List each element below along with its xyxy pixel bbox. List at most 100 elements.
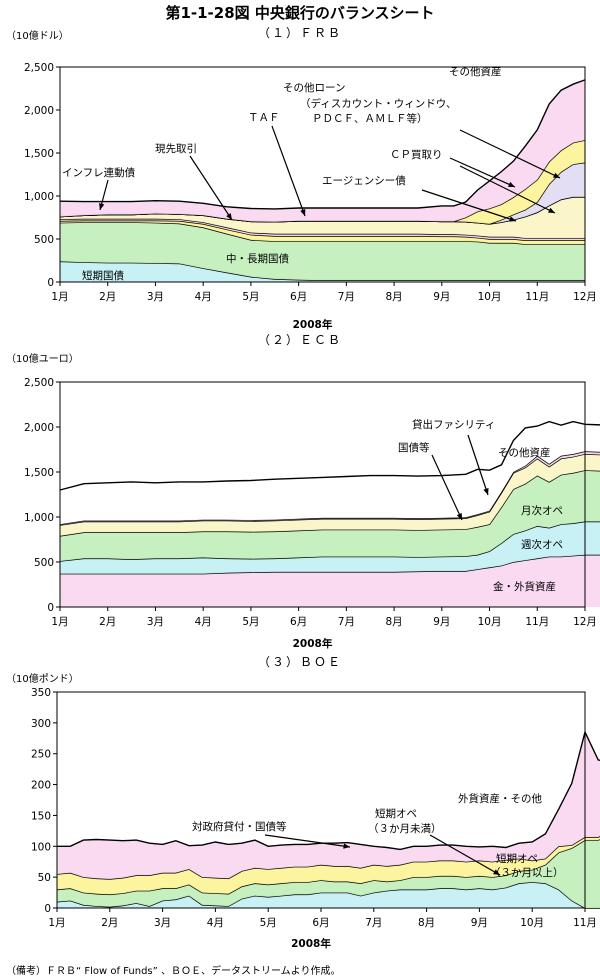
annotation-arrowhead [226, 213, 232, 220]
boe-unit: （10億ポンド） [6, 674, 79, 685]
series-area-segment-5 [60, 421, 600, 525]
annotation-arrowhead [493, 869, 500, 875]
annotation-arrowhead [456, 513, 462, 520]
annotation-arrow [467, 434, 489, 496]
x-tick-label: 9月 [471, 917, 488, 929]
series-area-TAF [60, 196, 585, 239]
annotation-label: 国債等 [398, 441, 430, 454]
annotation-label: ＰＤＣＦ、ＡＭＬＦ等） [312, 112, 428, 125]
annotation-arrow [429, 834, 501, 876]
annotation-arrow [189, 155, 233, 221]
series-line-8 [59, 79, 586, 210]
annotation-label: 短期オペ [496, 852, 538, 865]
x-tick-label: 1月 [51, 291, 68, 303]
annotation-label: 週次オペ [521, 538, 563, 551]
series-area-その他資産 [60, 79, 585, 222]
annotation-label: 月次オペ [521, 504, 563, 517]
annotation-label: その他資産 [449, 65, 502, 78]
annotation-arrowhead [553, 172, 560, 178]
annotation-arrow [264, 834, 351, 848]
x-tick-label: 9月 [433, 616, 450, 628]
frb-unit: （10億ドル） [6, 31, 69, 42]
boe-chart: 0 50 100 150 200 250 300 350 1月 2月 3月 4月 5月 6月 7月 8月 9月 1… [31, 687, 600, 950]
x-tick-label: 5月 [242, 616, 259, 628]
boe-subtitle: （３）ＢＯＥ [257, 655, 342, 669]
x-tick-label: 2月 [99, 291, 116, 303]
x-axis-label: 2008年 [293, 318, 333, 331]
plot-border [59, 381, 586, 608]
plot-border [59, 66, 586, 283]
series-area-短期オペ（３か月未満） [57, 882, 600, 908]
annotation-arrow [421, 189, 517, 222]
x-tick-label: 11月 [525, 291, 549, 303]
annotation-label: 外貨資産・その他 [458, 792, 542, 805]
annotation-arrowhead [508, 181, 515, 187]
y-tick-label: 1,000 [24, 512, 54, 524]
annotation-label: （ディスカウント・ウィンドウ、 [300, 97, 456, 110]
annotation-label: ＣＰ買取り [390, 149, 443, 161]
annotation-label: 中・長期国債 [226, 252, 289, 265]
y-tick-label: 0 [47, 602, 54, 614]
annotation-arrow [431, 454, 463, 521]
annotation-label: 金・外貨資産 [493, 580, 556, 593]
series-area-外貨資産・その他 [57, 732, 600, 879]
y-tick-label: 50 [38, 872, 51, 884]
x-tick-label: 11月 [525, 616, 549, 628]
x-tick-label: 4月 [195, 291, 212, 303]
y-tick-label: 0 [47, 277, 54, 289]
x-tick-label: 6月 [290, 291, 307, 303]
series-area-週次オペ [60, 521, 600, 574]
x-tick-label: 4月 [207, 917, 224, 929]
x-tick-label: 7月 [338, 616, 355, 628]
annotation-arrowhead [343, 843, 350, 849]
x-tick-label: 7月 [365, 917, 382, 929]
series-line-5 [59, 420, 600, 491]
frb-subtitle: （１）ＦＲＢ [257, 26, 342, 40]
annotation-label: 現先取引 [155, 142, 197, 155]
x-tick-label: 8月 [418, 917, 435, 929]
annotation-label: エージェンシー債 [322, 174, 406, 187]
y-tick-label: 1,000 [24, 191, 54, 203]
x-tick-label: 3月 [154, 917, 171, 929]
x-axis-label: 2008年 [293, 637, 333, 650]
series-area-短期オペ（３か月以上） [57, 839, 600, 908]
x-tick-label: 3月 [147, 616, 164, 628]
y-tick-label: 1,500 [24, 467, 54, 479]
y-tick-label: 300 [31, 718, 51, 730]
annotation-arrow [459, 165, 556, 214]
series-area-金・外貨資産 [60, 554, 600, 607]
y-tick-label: 500 [34, 557, 54, 569]
x-tick-label: 10月 [478, 616, 502, 628]
x-tick-label: 10月 [478, 291, 502, 303]
ecb-subtitle: （２）ＥＣＢ [257, 333, 342, 347]
x-tick-label: 11月 [573, 917, 597, 929]
x-tick-label: 10月 [520, 917, 544, 929]
annotation-arrowhead [99, 203, 105, 210]
y-tick-label: 2,000 [24, 105, 54, 117]
annotation-label: 短期国債 [82, 269, 124, 282]
annotation-label: その他資産 [498, 446, 551, 459]
annotation-arrowhead [300, 209, 306, 216]
annotation-arrowhead [509, 216, 516, 222]
series-area-segment-2 [57, 836, 600, 895]
frb-chart: 0 500 1,000 1,500 2,000 2,500 1月 2月 3月 4月 5月 6月 7月 8月… [24, 62, 597, 331]
x-tick-label: 9月 [433, 291, 450, 303]
y-tick-label: 500 [34, 234, 54, 246]
annotation-label: インフレ連動債 [62, 166, 136, 179]
annotation-label: その他ローン [283, 81, 345, 94]
x-tick-label: 12月 [573, 291, 597, 303]
annotation-label: ＴＡＦ [248, 112, 280, 124]
x-axis-label: 2008年 [291, 937, 331, 950]
series-line-3 [57, 730, 600, 851]
x-tick-label: 5月 [242, 291, 259, 303]
series-line-0 [60, 554, 600, 575]
figure-title: 第1-1-28図 中央銀行のバランスシート [165, 4, 435, 22]
x-tick-label: 6月 [290, 616, 307, 628]
annotation-label: （３か月未満） [368, 823, 442, 835]
y-tick-label: 200 [31, 780, 51, 792]
annotation-label: 貸出ファシリティ [412, 418, 495, 431]
annotation-arrowhead [483, 488, 489, 495]
y-tick-label: 100 [31, 841, 51, 853]
x-tick-label: 5月 [260, 917, 277, 929]
x-tick-label: 2月 [101, 917, 118, 929]
